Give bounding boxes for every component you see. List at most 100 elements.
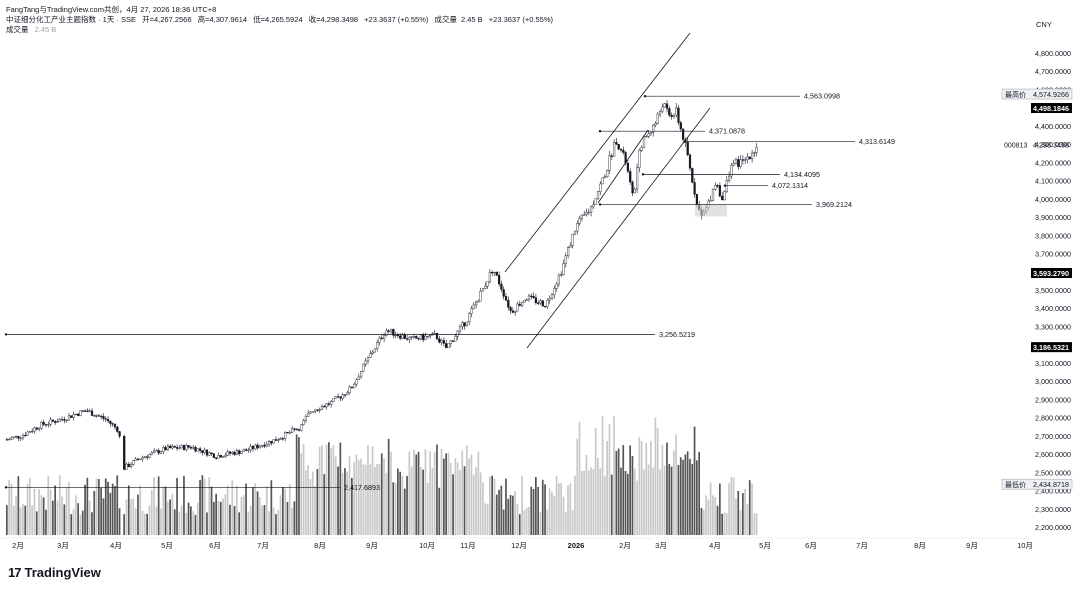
volume-bar — [472, 474, 475, 535]
candle-up — [171, 446, 174, 449]
volume-bar — [325, 444, 328, 535]
volume-bar — [528, 506, 530, 535]
price-chart[interactable]: 4,563.0998 4,371.0878 4,313.6149 4,134.4095… — [0, 0, 1080, 560]
x-tick-label: 3月 — [655, 541, 667, 550]
candle-down — [438, 338, 441, 343]
y-tick-label: 2,400.0000 — [1035, 487, 1071, 496]
candle-up — [587, 211, 590, 214]
volume-bar — [742, 493, 744, 535]
candle-up — [714, 185, 717, 190]
candle-up — [638, 150, 641, 168]
volume-bar — [162, 486, 165, 535]
candle-up — [606, 170, 609, 178]
volume-bar — [201, 475, 204, 535]
candle-down — [737, 159, 740, 167]
level-anchor — [598, 129, 602, 133]
candle-down — [111, 423, 114, 425]
candle-down — [417, 338, 420, 340]
volume-bar — [691, 463, 694, 535]
candle-down — [498, 274, 501, 285]
volume-bar — [369, 464, 372, 535]
candle-up — [583, 214, 586, 216]
volume-bar — [601, 415, 604, 535]
volume-bar — [482, 482, 484, 535]
candle-up — [550, 294, 554, 299]
volume-bar — [8, 479, 10, 535]
volume-bar — [374, 467, 376, 535]
candle-up — [143, 456, 146, 458]
author-text: FangTang与TradingView.com共创，4月 27, 2026 1… — [6, 5, 217, 14]
candle-up — [268, 441, 271, 445]
price-label-value: 2,434.8718 — [1033, 480, 1069, 489]
candle-up — [440, 340, 443, 343]
candle-down — [670, 114, 673, 117]
volume-bar — [141, 510, 144, 535]
candle-up — [378, 337, 381, 343]
volume-bar — [608, 424, 611, 535]
x-tick-label: 12月 — [511, 541, 527, 550]
volume-bar — [45, 509, 47, 535]
candle-down — [274, 439, 278, 441]
candle-down — [721, 195, 724, 201]
candle-down — [622, 149, 625, 153]
candle-up — [348, 386, 351, 394]
channel-line — [526, 107, 711, 349]
time-axis: 2月 3月 4月 5月 6月 7月 8月 9月 10月 11月 12月 2026 2月 3月 4月 5月 6月 7… — [0, 537, 1033, 550]
volume-bar — [585, 454, 588, 535]
volume-bar — [332, 445, 335, 535]
candle-up — [72, 414, 75, 418]
candle-up — [362, 363, 365, 372]
candle-down — [337, 396, 340, 398]
volume-bar — [659, 469, 661, 535]
y-tick-label: 4,400.0000 — [1035, 122, 1071, 131]
open-value: 开=4,267.2566 — [142, 15, 192, 24]
x-tick-label: 6月 — [805, 541, 817, 550]
candle-down — [270, 441, 273, 444]
candle-down — [106, 419, 110, 422]
candle-down — [323, 406, 326, 408]
volume-bar — [558, 483, 560, 535]
volume-bar — [298, 437, 300, 535]
volume-bar — [79, 514, 82, 535]
volume-bar — [259, 497, 261, 535]
currency-label[interactable]: CNY — [1036, 20, 1052, 29]
volume-bar — [233, 506, 236, 535]
candle-down — [100, 415, 103, 418]
volume-row-label[interactable]: 成交量 — [6, 25, 29, 34]
candle-down — [281, 438, 284, 440]
volume-bar — [236, 485, 238, 535]
volume-bar — [702, 509, 705, 535]
candle-down — [396, 334, 399, 337]
volume-bar — [698, 451, 700, 535]
volume-bar — [721, 513, 723, 535]
volume-bar — [265, 486, 268, 535]
volume-bar — [111, 483, 114, 535]
volume-bar — [33, 488, 36, 535]
volume-bar — [284, 488, 286, 535]
candle-down — [534, 297, 537, 304]
volume-bar — [277, 510, 280, 535]
x-tick-label: 9月 — [966, 541, 978, 550]
candle-down — [212, 453, 215, 458]
candle-down — [435, 333, 439, 339]
volume-bar — [755, 513, 758, 535]
volume-bar — [362, 464, 365, 535]
symbol-name[interactable]: 中证细分化工产业主题指数 · 1天 · SSE — [6, 15, 137, 24]
volume-bar — [420, 467, 422, 535]
volume-bar — [12, 505, 15, 535]
candle-up — [484, 285, 487, 289]
candle-up — [461, 322, 464, 327]
volume-bar — [401, 475, 404, 535]
volume-bar — [507, 498, 510, 535]
candle-up — [723, 191, 726, 201]
candle-up — [546, 299, 549, 308]
x-tick-label: 10月 — [419, 541, 435, 550]
x-tick-label: 4月 — [709, 541, 721, 550]
volume-bar — [631, 455, 634, 535]
x-tick-label: 2月 — [619, 541, 631, 550]
volume-bar — [353, 462, 355, 535]
volume-bar — [539, 511, 542, 535]
candle-up — [141, 457, 144, 460]
tradingview-logo[interactable]: 17 TradingView — [8, 564, 101, 580]
candle-up — [196, 448, 199, 452]
